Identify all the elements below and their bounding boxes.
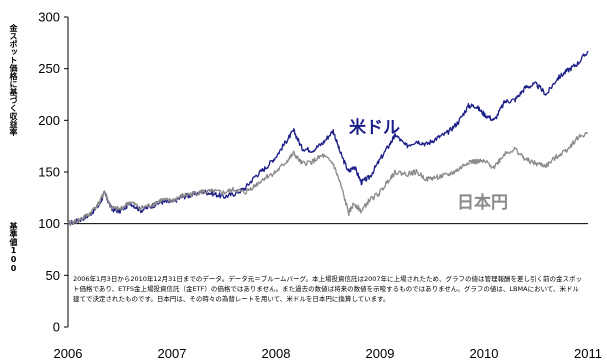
y-tick-label: 250 [38, 61, 60, 76]
series-label-usd: 米ドル [349, 117, 400, 138]
y-tick-label: 0 [53, 320, 60, 335]
y-axis-title: 金スポット価格に基づく収益率 [9, 24, 18, 136]
y-tick-label: 50 [46, 268, 60, 283]
series-line-jpy [67, 131, 589, 226]
x-tick-label: 2010 [470, 346, 499, 361]
x-tick-label: 2009 [366, 346, 395, 361]
y-tick-label: 200 [38, 113, 60, 128]
x-tick-label: 2007 [158, 346, 187, 361]
y-tick-label: 100 [38, 216, 60, 231]
chart-footnote: 2006年1月3日から2010年12月31日までのデータ。データ元＝ブルームバー… [73, 275, 583, 303]
y-tick-label: 150 [38, 165, 60, 180]
y-tick-label: 300 [38, 10, 60, 25]
y-axis: 0 50 100 150 200 250 300 [38, 10, 69, 335]
x-tick-label: 2008 [262, 346, 291, 361]
series-lines [67, 50, 589, 226]
series-line-usd [67, 50, 589, 226]
series-label-jpy: 日本円 [457, 192, 508, 213]
x-tick-label: 2006 [54, 346, 83, 361]
x-tick-label: 2011 [574, 346, 602, 361]
y-axis-subtitle: 基準値100 [9, 222, 18, 273]
x-axis: 2006 2007 2008 2009 2010 2011 [54, 223, 602, 361]
